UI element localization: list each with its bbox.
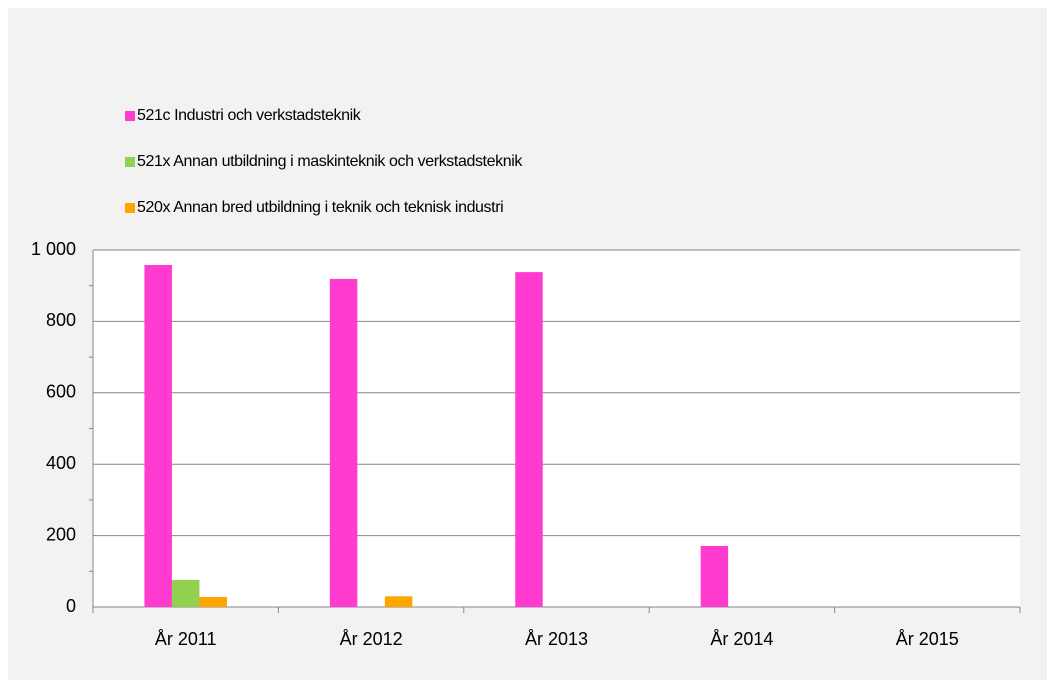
legend-label: 521c Industri och verkstadsteknik [137, 107, 362, 124]
x-tick-label: År 2013 [525, 629, 588, 649]
x-tick-label: År 2011 [155, 629, 217, 649]
bar [384, 596, 413, 607]
legend-label: 520x Annan bred utbildning i teknik och … [137, 199, 503, 216]
bar [700, 545, 729, 607]
legend-label: 521x Annan utbildning i maskinteknik och… [137, 153, 523, 170]
y-tick-label: 200 [46, 524, 76, 544]
y-tick-label: 600 [46, 382, 76, 402]
y-tick-label: 1 000 [31, 239, 76, 259]
x-tick-label: År 2015 [896, 629, 959, 649]
bar [199, 597, 227, 607]
x-tick-label: År 2014 [710, 629, 773, 649]
y-tick-label: 400 [46, 453, 76, 473]
y-tick-label: 800 [46, 310, 76, 330]
bar [515, 272, 543, 607]
bar [171, 579, 200, 607]
bar [329, 278, 358, 607]
legend-swatch [125, 203, 135, 213]
bar [144, 264, 172, 607]
y-tick-label: 0 [66, 596, 76, 616]
legend-swatch [125, 157, 135, 167]
plot-area [93, 250, 1020, 607]
legend-swatch [125, 111, 135, 121]
x-tick-label: År 2012 [340, 629, 403, 649]
